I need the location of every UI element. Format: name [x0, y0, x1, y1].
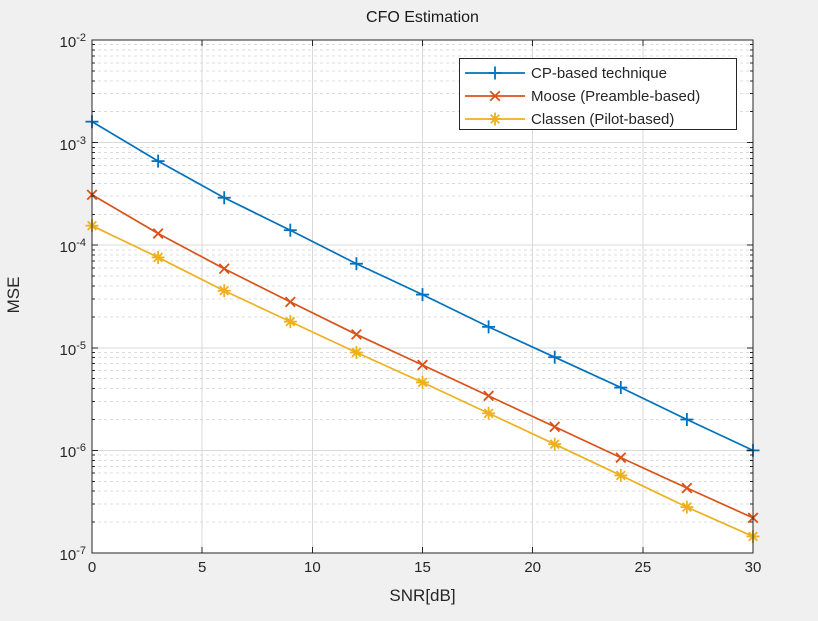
legend-line-sample-cp — [465, 66, 525, 80]
y-tick-label: 10-7 — [59, 545, 86, 564]
marker-plus — [614, 381, 628, 395]
marker-asterisk — [349, 345, 363, 359]
marker-plus — [488, 66, 502, 80]
x-axis-label: SNR[dB] — [389, 586, 456, 605]
marker-plus — [217, 191, 231, 205]
marker-asterisk — [416, 375, 429, 389]
marker-plus — [349, 257, 363, 271]
y-tick-label: 10-4 — [59, 237, 86, 257]
y-tick-label: 10-3 — [59, 134, 86, 154]
marker-plus — [151, 154, 165, 168]
y-tick-label: 10-2 — [59, 32, 86, 51]
marker-asterisk — [614, 468, 628, 482]
marker-cross — [549, 421, 561, 433]
marker-cross — [350, 328, 362, 340]
marker-cross — [417, 359, 428, 371]
marker-asterisk — [680, 500, 694, 514]
tick-marks — [91, 39, 754, 554]
legend-line-sample-moose — [465, 90, 525, 102]
marker-cross — [152, 228, 164, 239]
x-tick-label: 15 — [414, 559, 431, 576]
marker-cross — [489, 90, 501, 102]
chart-title: CFO Estimation — [366, 9, 479, 26]
legend-label: Classen (Pilot-based) — [531, 110, 675, 128]
marker-cross — [681, 482, 693, 494]
legend: CP-based technique Moose (Preamble-based… — [459, 58, 737, 130]
legend-label: Moose (Preamble-based) — [531, 87, 701, 105]
marker-cross — [483, 390, 495, 402]
marker-plus — [416, 288, 429, 302]
x-tick-label: 20 — [524, 559, 541, 576]
marker-asterisk — [283, 315, 297, 329]
legend-row: CP-based technique — [460, 62, 736, 84]
marker-plus — [482, 320, 496, 334]
x-tick-label: 5 — [197, 559, 207, 576]
legend-line-sample-classen — [465, 112, 525, 126]
legend-row: Moose (Preamble-based) — [460, 85, 736, 107]
marker-asterisk — [548, 437, 562, 451]
x-tick-label: 30 — [744, 559, 762, 576]
legend-row: Classen (Pilot-based) — [460, 108, 736, 130]
marker-plus — [283, 223, 297, 237]
marker-asterisk — [151, 250, 165, 264]
marker-asterisk — [488, 112, 502, 126]
marker-cross — [218, 263, 230, 275]
marker-cross — [615, 452, 627, 464]
marker-asterisk — [482, 406, 496, 420]
marker-cross — [284, 296, 296, 308]
y-axis-label: MSE — [4, 276, 23, 314]
y-tick-label: 10-6 — [59, 442, 86, 462]
marker-plus — [680, 413, 694, 427]
y-tick-label: 10-5 — [59, 339, 86, 359]
marker-asterisk — [217, 284, 231, 298]
series-2 — [85, 219, 760, 543]
x-tick-label: 0 — [87, 559, 97, 576]
x-tick-label: 10 — [303, 559, 321, 576]
x-tick-label: 25 — [634, 559, 652, 576]
marker-plus — [548, 350, 562, 364]
legend-label: CP-based technique — [531, 64, 667, 82]
